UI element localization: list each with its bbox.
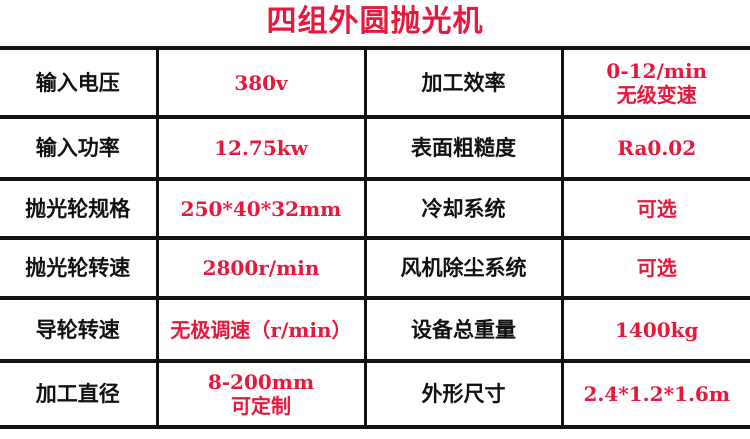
spec-label: 输入电压 [0, 46, 159, 119]
spec-value: 8-200mm 可定制 [155, 359, 367, 429]
value-line: 380v [234, 70, 288, 95]
spec-value: 1400kg [560, 296, 750, 363]
value-line: 250*40*32mm [180, 196, 342, 221]
spec-label: 加工效率 [363, 46, 564, 119]
spec-label: 表面粗糙度 [363, 115, 564, 181]
spec-value: 可选 [560, 236, 750, 300]
table-row: 加工直径 8-200mm 可定制 外形尺寸 2.4*1.2*1.6m [0, 359, 750, 429]
table-row: 抛光轮转速 2800r/min 风机除尘系统 可选 [0, 236, 750, 300]
value-line: 无极调速（r/min） [170, 317, 352, 342]
spec-value: 0-12/min 无级变速 [560, 46, 750, 119]
spec-label: 风机除尘系统 [363, 236, 564, 300]
table-row: 导轮转速 无极调速（r/min） 设备总重量 1400kg [0, 296, 750, 363]
spec-value: 12.75kw [155, 115, 367, 181]
value-line: 可定制 [231, 394, 291, 418]
value-line: 12.75kw [214, 136, 308, 160]
value-line: 2800r/min [202, 256, 320, 280]
spec-value: 2800r/min [155, 236, 367, 300]
spec-value: Ra0.02 [560, 115, 750, 181]
spec-value: 无极调速（r/min） [155, 296, 367, 363]
value-line: 8-200mm [207, 370, 315, 394]
table-row: 抛光轮规格 250*40*32mm 冷却系统 可选 [0, 177, 750, 240]
spec-label: 抛光轮转速 [0, 236, 159, 300]
table-row: 输入功率 12.75kw 表面粗糙度 Ra0.02 [0, 115, 750, 181]
spec-label: 设备总重量 [363, 296, 564, 363]
value-line: Ra0.02 [617, 136, 697, 160]
spec-value: 380v [155, 46, 367, 119]
spec-value: 可选 [560, 177, 750, 240]
spec-label: 抛光轮规格 [0, 177, 159, 240]
table-row: 输入电压 380v 加工效率 0-12/min 无级变速 [0, 46, 750, 119]
value-line: 无级变速 [616, 82, 697, 107]
value-line: 2.4*1.2*1.6m [583, 382, 730, 406]
value-line: 1400kg [614, 317, 699, 342]
value-line: 0-12/min [606, 58, 708, 83]
value-line: 可选 [636, 196, 677, 221]
spec-label: 外形尺寸 [363, 359, 564, 429]
spec-label: 导轮转速 [0, 296, 159, 363]
spec-value: 250*40*32mm [155, 177, 367, 240]
spec-value: 2.4*1.2*1.6m [560, 359, 750, 429]
value-line: 可选 [636, 256, 677, 280]
spec-label: 加工直径 [0, 359, 159, 429]
spec-label: 冷却系统 [363, 177, 564, 240]
page-title: 四组外圆抛光机 [266, 4, 484, 39]
spec-label: 输入功率 [0, 115, 159, 181]
spec-table: 输入电压 380v 加工效率 0-12/min 无级变速 输入功率 12.75kw 表面粗糙度… [0, 46, 750, 429]
